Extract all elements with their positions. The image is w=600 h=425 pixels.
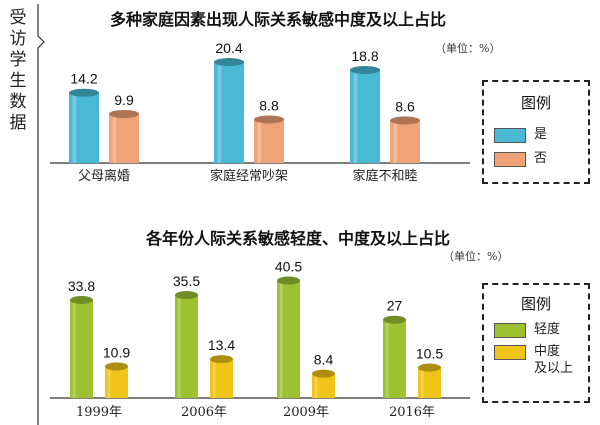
chart2-legend-label-mild: 轻度: [534, 322, 561, 337]
chart2-bar-cap: [418, 363, 441, 372]
chart2-bar-cap: [277, 276, 300, 285]
bracket-line: [37, 4, 45, 425]
chart1-bar: [214, 62, 244, 163]
chart1-category-label: 父母离婚: [78, 168, 130, 184]
chart2-bar: [383, 319, 406, 398]
chart2-legend-item-mild: 轻度: [494, 321, 560, 338]
side-label: 受访学生数据: [9, 8, 27, 133]
chart1-data-label: 9.9: [114, 92, 134, 108]
chart1-legend-label-no: 否: [534, 151, 548, 166]
chart1-bar-highlight: [257, 119, 262, 163]
chart1-category-label: 家庭不和睦: [352, 168, 417, 184]
chart1-unit: （单位：%）: [435, 42, 501, 55]
chart2-category-label: 1999年: [76, 405, 122, 420]
chart1-legend-title: 图例: [520, 94, 551, 112]
chart1-bar-highlight: [217, 62, 222, 163]
chart1-bar: [390, 120, 420, 163]
chart2-data-label: 40.5: [275, 259, 302, 275]
chart2-data-label: 13.4: [208, 337, 235, 353]
chart2-bar-cap: [312, 369, 335, 378]
chart2-bar-highlight: [177, 295, 181, 398]
chart2-title: 各年份人际关系敏感轻度、中度及以上占比: [146, 229, 451, 248]
chart2-bar: [418, 367, 441, 398]
chart1-data-label: 18.8: [351, 48, 378, 64]
chart2-bar-highlight: [314, 373, 318, 398]
chart1-title: 多种家庭因素出现人际关系敏感中度及以上占比: [110, 10, 447, 29]
chart2-data-label: 10.5: [416, 346, 443, 362]
chart2-legend-swatch-mild: [494, 323, 526, 338]
chart1-bar: [69, 92, 99, 163]
chart2-bar: [210, 359, 233, 398]
chart2-bar: [277, 280, 300, 398]
chart1-legend-label-yes: 是: [534, 127, 548, 142]
chart1-data-label: 20.4: [215, 40, 242, 56]
chart1-bar-cap: [69, 88, 99, 97]
chart1-data-label: 8.6: [395, 98, 415, 114]
chart1-bar-highlight: [112, 113, 117, 163]
chart2-bar: [175, 295, 198, 398]
chart2-bar: [312, 373, 335, 398]
chart1-bar-highlight: [353, 69, 358, 163]
chart1-legend-swatch-yes: [494, 128, 526, 143]
chart1-bar-cap: [254, 115, 284, 124]
chart2-bar-cap: [175, 291, 198, 300]
chart2-category-label: 2006年: [181, 405, 227, 420]
chart2-bar-cap: [210, 355, 233, 364]
chart2-legend-item-moderate: 中度 及以上: [494, 343, 573, 377]
chart1-bar-cap: [350, 65, 380, 74]
chart1-bar-highlight: [72, 92, 77, 163]
chart2-bar-highlight: [279, 280, 283, 398]
chart1-data-label: 8.8: [259, 97, 279, 113]
chart2-legend-label-moderate: 中度 及以上: [534, 344, 574, 376]
chart2-bar-cap: [70, 295, 93, 304]
chart2-legend: 图例 轻度 中度 及以上: [482, 283, 590, 403]
chart1-legend-item-yes: 是: [494, 126, 547, 143]
chart2-bar-highlight: [212, 359, 216, 398]
chart2-data-label: 35.5: [173, 273, 200, 289]
chart2-unit: （单位：%）: [443, 250, 509, 263]
chart2-bar-highlight: [385, 319, 389, 398]
chart2-category-label: 2009年: [283, 405, 329, 420]
chart1-bar: [254, 119, 284, 163]
chart2-bar: [105, 366, 128, 398]
chart2-legend-swatch-moderate: [494, 345, 526, 360]
chart2-data-label: 8.4: [314, 352, 334, 368]
chart2-bar-highlight: [72, 299, 76, 398]
chart1-bar: [109, 113, 139, 163]
chart1-legend-item-no: 否: [494, 150, 547, 167]
chart2-bar-highlight: [107, 366, 111, 398]
chart1-bar-cap: [390, 116, 420, 125]
chart2-bar-cap: [383, 315, 406, 324]
chart1-bar: [350, 69, 380, 163]
chart2-data-label: 33.8: [68, 278, 95, 294]
chart1-bar-highlight: [393, 120, 398, 163]
chart1-bar-cap: [214, 58, 244, 67]
chart1-legend: 图例 是 否: [482, 80, 590, 184]
chart1-data-label: 14.2: [70, 71, 97, 87]
chart2-bar-cap: [105, 362, 128, 371]
chart1-legend-swatch-no: [494, 152, 526, 167]
chart2-bar-highlight: [420, 367, 424, 398]
chart1-bar-cap: [109, 109, 139, 118]
chart2-data-label: 27: [387, 298, 403, 314]
chart1-category-label: 家庭经常吵架: [210, 168, 288, 184]
chart2-bar: [70, 299, 93, 398]
chart2-category-label: 2016年: [389, 405, 435, 420]
chart2-data-label: 10.9: [103, 344, 130, 360]
chart2-legend-title: 图例: [520, 295, 551, 313]
